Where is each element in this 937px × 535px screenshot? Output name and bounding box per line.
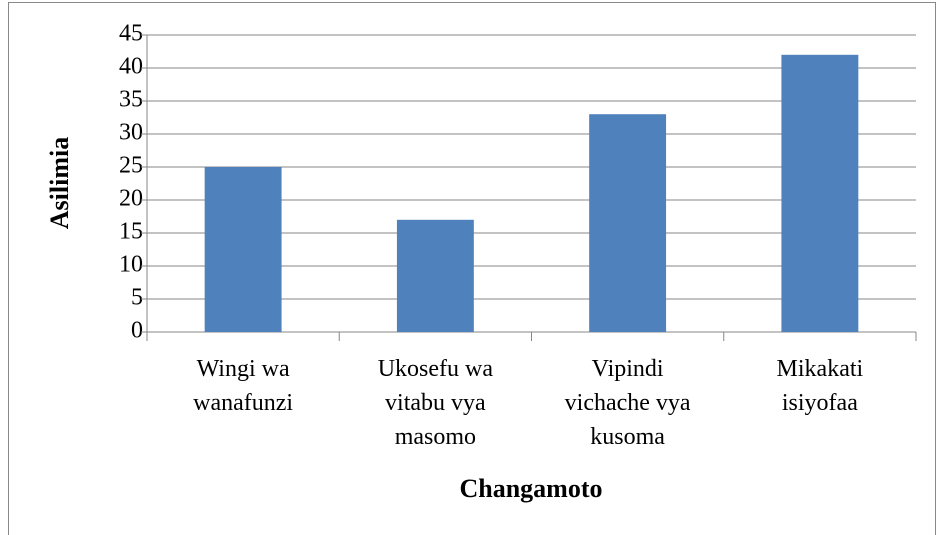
x-tick-label: Ukosefu wa vitabu vya masomo <box>377 356 494 450</box>
y-tick-label: 30 <box>119 120 143 146</box>
y-tick-label: 10 <box>119 252 143 278</box>
bar <box>589 114 667 332</box>
y-tick-label: 5 <box>131 285 143 311</box>
x-tick-label: Mikakati isiyofaa <box>776 356 864 416</box>
y-tick-label: 20 <box>119 186 143 212</box>
bar <box>204 167 282 332</box>
y-tick-label: 25 <box>119 153 143 179</box>
y-axis-label: Asilimia <box>45 137 74 229</box>
y-tick-label: 0 <box>131 318 143 344</box>
x-tick-label: Wingi wa wanafunzi <box>193 356 294 416</box>
chart-border <box>8 2 936 535</box>
bar <box>781 54 859 333</box>
y-tick-label: 45 <box>119 21 143 47</box>
y-tick-label: 40 <box>119 54 143 80</box>
bar <box>396 219 474 332</box>
y-tick-label: 15 <box>119 219 143 245</box>
x-tick-label: Vipindi vichache vya kusoma <box>564 356 691 450</box>
y-tick-label: 35 <box>119 87 143 113</box>
x-axis-label: Changamoto <box>459 474 602 503</box>
